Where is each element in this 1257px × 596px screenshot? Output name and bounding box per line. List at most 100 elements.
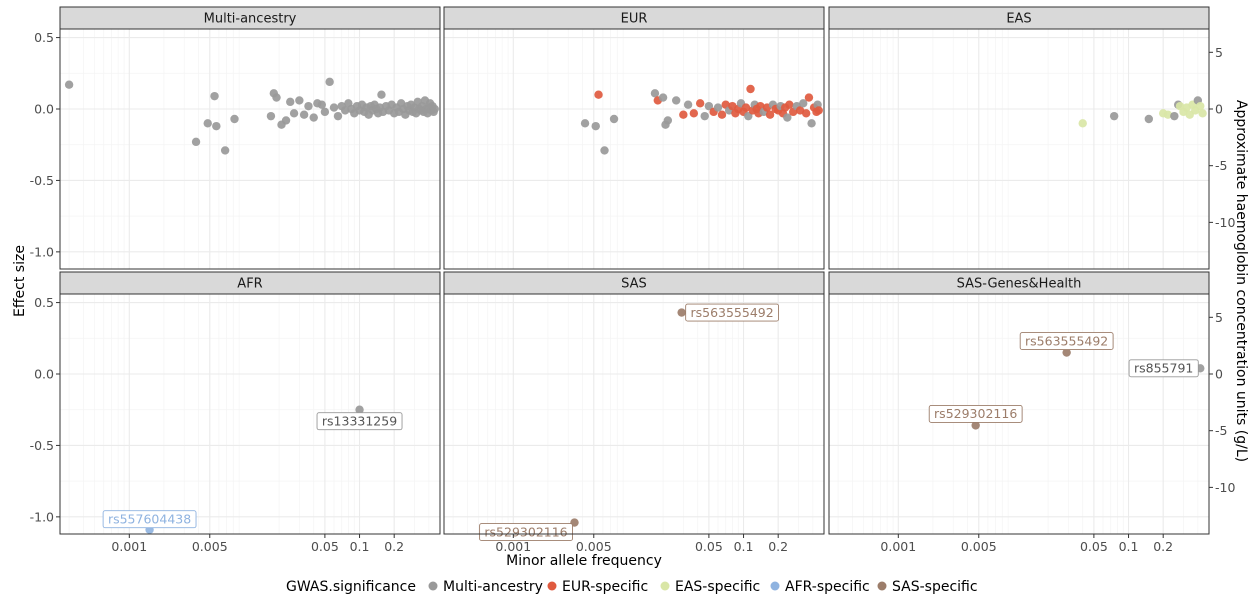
snp-label-box xyxy=(1128,359,1199,378)
facet-strip-label: SAS-Genes&Health xyxy=(957,277,1082,292)
panel-background xyxy=(444,294,824,534)
data-point-multi-ancestry xyxy=(1144,114,1154,124)
data-point-eur-specific xyxy=(814,106,823,115)
data-point-multi-ancestry xyxy=(295,96,304,105)
legend-key-eas-specific xyxy=(660,581,670,591)
data-point-multi-ancestry xyxy=(309,113,318,122)
data-point-multi-ancestry xyxy=(333,111,343,121)
snp-label: rs13331259 xyxy=(322,414,397,429)
data-point-eur-specific xyxy=(785,100,794,109)
data-point-eur-specific xyxy=(594,90,603,99)
panel-border xyxy=(59,28,441,270)
y-tick-label: -0.5 xyxy=(30,173,54,188)
data-point-multi-ancestry xyxy=(580,119,590,128)
data-point-eur-specific xyxy=(804,93,814,102)
y-tick-label: -1.0 xyxy=(30,244,54,259)
legend-key-sas-specific xyxy=(877,581,887,591)
legend-label: AFR-specific xyxy=(785,579,870,595)
snp-label: rs855791 xyxy=(1134,361,1193,376)
data-point-multi-ancestry xyxy=(320,107,330,117)
y-axis-title: Effect size xyxy=(12,245,28,317)
data-point-multi-ancestry xyxy=(744,111,753,121)
facet-strip-label: AFR xyxy=(237,277,262,292)
data-point-multi-ancestry xyxy=(329,103,339,112)
snp-label-box xyxy=(316,412,403,431)
data-point-sas-specific xyxy=(971,421,980,430)
y2-tick-label: -10 xyxy=(1215,480,1235,495)
data-point-eur-specific xyxy=(717,110,727,119)
x-tick-label: 0.2 xyxy=(1153,539,1173,554)
y2-tick-label: 5 xyxy=(1215,310,1223,325)
y-tick-label: -1.0 xyxy=(30,509,54,524)
x-tick-label: 0.05 xyxy=(311,539,339,554)
data-point-multi-ancestry xyxy=(377,90,386,99)
snp-label: rs557604438 xyxy=(108,512,191,527)
data-point-multi-ancestry xyxy=(299,110,309,119)
panel-multi-ancestry: Multi-ancestry 0.5 0.0 -0.5 -1.0 xyxy=(30,6,441,270)
data-point-eas-specific xyxy=(1198,109,1207,118)
data-point-eur-specific xyxy=(801,109,811,118)
legend-key-afr-specific xyxy=(770,581,780,591)
y2-tick-label: -5 xyxy=(1215,423,1227,438)
snp-label: rs563555492 xyxy=(1025,333,1108,348)
data-point-multi-ancestry xyxy=(220,146,230,155)
legend-key-eur-specific xyxy=(547,581,557,591)
data-point-multi-ancestry xyxy=(272,93,281,102)
data-point-eur-specific xyxy=(741,103,751,112)
panel-background xyxy=(444,29,824,269)
snp-label-box xyxy=(1019,332,1114,351)
x-tick-label: 0.001 xyxy=(880,539,916,554)
x-tick-label: 0.1 xyxy=(1119,539,1139,554)
panel-afr: AFR rs557604438 rs13331259 0.5 0.0 -0.5 -1.0 0.… xyxy=(30,271,441,554)
x-axis-title: Minor allele frequency xyxy=(506,553,662,569)
data-point-multi-ancestry xyxy=(600,146,609,155)
data-point-multi-ancestry xyxy=(191,137,201,147)
y2-tick-label: -10 xyxy=(1215,215,1235,230)
panel-border xyxy=(443,28,825,270)
data-point-multi-ancestry xyxy=(304,101,313,111)
x-tick-label: 0.1 xyxy=(734,539,754,554)
snp-label-box xyxy=(685,303,780,322)
data-point-eur-specific xyxy=(765,110,775,119)
snp-label-box xyxy=(928,404,1023,423)
data-point-eas-specific xyxy=(1196,101,1205,111)
data-point-eur-specific xyxy=(689,109,699,118)
y-tick-label: 0.5 xyxy=(34,295,54,310)
data-point-multi-ancestry xyxy=(671,96,681,105)
data-point-eas-specific xyxy=(1163,110,1173,119)
panel-border xyxy=(59,293,441,535)
data-point-multi-ancestry xyxy=(591,121,600,131)
facet-strip-label: SAS xyxy=(621,277,647,292)
data-point-eur-specific xyxy=(746,84,755,94)
panel-background xyxy=(60,29,440,269)
data-point-multi-ancestry xyxy=(230,114,239,124)
x-tick-label: 0.05 xyxy=(1080,539,1108,554)
data-point-multi-ancestry xyxy=(355,405,364,414)
x-tick-label: 0.001 xyxy=(495,539,531,554)
data-point-multi-ancestry xyxy=(1109,111,1119,121)
data-point-multi-ancestry xyxy=(64,80,74,89)
legend-label: EAS-specific xyxy=(675,579,760,595)
data-point-multi-ancestry xyxy=(713,103,723,112)
data-point-multi-ancestry xyxy=(704,101,714,111)
snp-label-box xyxy=(479,523,573,542)
x-tick-label: 0.05 xyxy=(695,539,723,554)
data-point-multi-ancestry xyxy=(325,77,334,87)
panel-background xyxy=(829,29,1209,269)
data-point-eur-specific xyxy=(695,99,705,108)
panel-eas: EAS 5 0 -5 -10 xyxy=(828,6,1235,270)
data-point-multi-ancestry xyxy=(430,104,439,114)
data-point-multi-ancestry xyxy=(783,113,792,122)
data-point-multi-ancestry xyxy=(203,119,212,128)
y2-tick-label: -5 xyxy=(1215,158,1227,173)
x-tick-label: 0.1 xyxy=(350,539,370,554)
y2-tick-label: 5 xyxy=(1215,45,1223,60)
y2-tick-label: 0 xyxy=(1215,102,1223,117)
legend: GWAS.significance Multi-ancestry EUR-speci… xyxy=(286,579,978,595)
data-point-multi-ancestry xyxy=(1170,111,1179,121)
y-tick-label: 0.5 xyxy=(34,30,54,45)
panel-border xyxy=(443,293,825,535)
data-point-sas-specific xyxy=(1062,348,1071,357)
data-point-multi-ancestry xyxy=(663,116,673,125)
